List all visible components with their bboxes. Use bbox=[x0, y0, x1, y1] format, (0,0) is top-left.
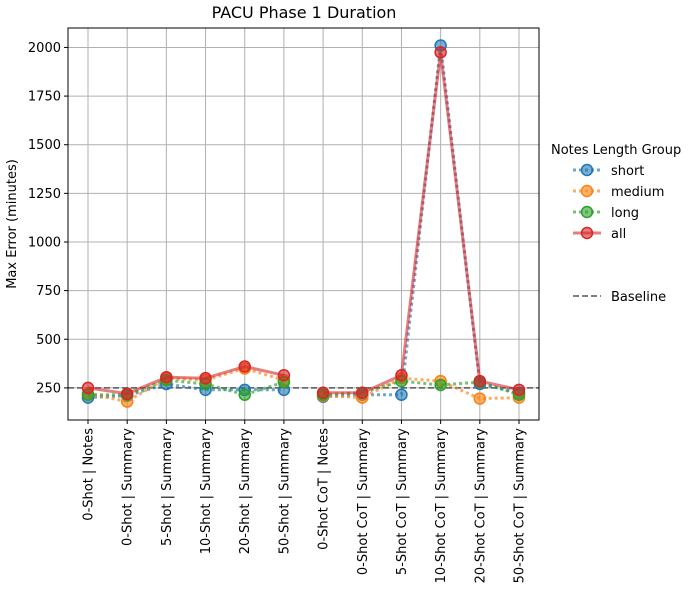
legend-marker-long bbox=[580, 205, 594, 219]
x-tick-label-10-shot-summary: 10-Shot | Summary bbox=[199, 428, 214, 555]
x-tick-label-0-shot-cot-notes: 0-Shot CoT | Notes bbox=[317, 428, 332, 550]
series-line-medium bbox=[323, 376, 520, 401]
x-tick-label-0-shot-notes: 0-Shot | Notes bbox=[82, 428, 97, 521]
legend-marker-medium bbox=[580, 184, 594, 198]
y-tick-label: 750 bbox=[36, 284, 61, 299]
x-tick-label-50-shot-summary: 50-Shot | Summary bbox=[277, 428, 292, 555]
series-line-long bbox=[88, 378, 285, 397]
y-tick-label: 1750 bbox=[28, 90, 61, 105]
y-tick-label: 250 bbox=[36, 381, 61, 396]
point-all-50-shot-summary bbox=[277, 369, 291, 382]
point-all-0-shot-summary bbox=[120, 387, 134, 400]
series-line-all bbox=[87, 364, 285, 396]
point-long-20-shot-summary bbox=[238, 388, 251, 401]
x-tick-label-5-shot-summary: 5-Shot | Summary bbox=[160, 428, 175, 546]
x-tick-label-10-shot-cot-summary: 10-Shot CoT | Summary bbox=[434, 428, 449, 584]
point-all-5-shot-summary bbox=[160, 370, 173, 384]
point-all-10-shot-summary bbox=[199, 371, 212, 385]
point-medium-20-shot-cot-summary bbox=[473, 392, 487, 405]
x-tick-label-5-shot-cot-summary: 5-Shot CoT | Summary bbox=[395, 428, 410, 575]
legend-label-baseline: Baseline bbox=[611, 290, 666, 305]
x-tick-label-50-shot-cot-summary: 50-Shot CoT | Summary bbox=[513, 428, 528, 584]
point-all-5-shot-cot-summary bbox=[395, 369, 408, 382]
series-layer bbox=[81, 39, 526, 408]
x-tick-label-20-shot-cot-summary: 20-Shot CoT | Summary bbox=[473, 428, 488, 584]
plot-frame bbox=[67, 27, 540, 421]
legend-label-long: long bbox=[611, 206, 639, 221]
y-tick-label: 1500 bbox=[28, 138, 61, 153]
legend-label-all: all bbox=[611, 227, 626, 242]
legend: Notes Length Group short medium long all Bas… bbox=[551, 143, 681, 305]
y-tick-label: 1250 bbox=[28, 187, 61, 202]
point-short-5-shot-cot-summary bbox=[395, 388, 408, 401]
chart-title: PACU Phase 1 Duration bbox=[212, 3, 397, 22]
point-long-10-shot-cot-summary bbox=[434, 378, 447, 392]
x-tick-label-0-shot-summary: 0-Shot | Summary bbox=[121, 428, 136, 546]
y-tick-label: 1000 bbox=[28, 235, 61, 250]
x-tick-label-20-shot-summary: 20-Shot | Summary bbox=[238, 428, 253, 555]
point-all-10-shot-cot-summary bbox=[434, 46, 447, 59]
y-tick-label: 2000 bbox=[28, 41, 61, 56]
series-line-all bbox=[323, 52, 520, 395]
y-axis-title: Max Error (minutes) bbox=[5, 159, 20, 289]
series-all bbox=[81, 46, 526, 400]
point-all-0-shot-notes bbox=[81, 381, 95, 395]
x-tick-label-0-shot-cot-summary: 0-Shot CoT | Summary bbox=[356, 428, 371, 575]
point-all-20-shot-cot-summary bbox=[473, 374, 487, 388]
legend-label-medium: medium bbox=[611, 185, 664, 200]
y-tick-label: 500 bbox=[36, 333, 61, 348]
legend-marker-all bbox=[580, 226, 594, 240]
y-axis-ticks: 250 500 750 1000 1250 1500 1750 2000 bbox=[28, 41, 68, 396]
point-all-0-shot-cot-notes bbox=[316, 386, 330, 400]
legend-marker-short bbox=[580, 163, 594, 177]
point-all-0-shot-cot-summary bbox=[356, 386, 369, 400]
legend-label-short: short bbox=[611, 164, 644, 179]
point-all-50-shot-cot-summary bbox=[512, 383, 526, 397]
point-all-20-shot-summary bbox=[238, 360, 251, 373]
x-axis-ticks: 0-Shot | Notes 0-Shot | Summary 5-Shot | S… bbox=[82, 420, 528, 583]
legend-title: Notes Length Group bbox=[551, 143, 681, 158]
